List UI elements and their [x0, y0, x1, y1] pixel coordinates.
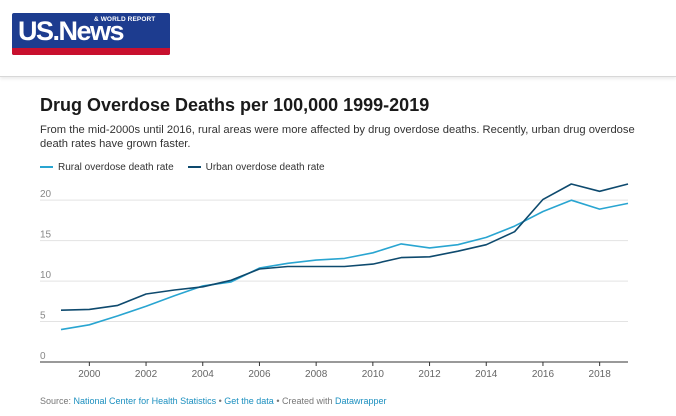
site-header: US.News & WORLD REPORT	[0, 0, 676, 77]
y-tick-label: 15	[40, 230, 52, 241]
legend-item-urban: Urban overdose death rate	[187, 161, 325, 173]
series-line-rural	[60, 199, 629, 331]
y-tick-label: 20	[40, 189, 52, 200]
x-tick-label: 2012	[418, 369, 441, 380]
y-tick-label: 10	[40, 270, 52, 281]
legend-label-rural: Rural overdose death rate	[58, 161, 174, 173]
created-with-text: • Created with	[273, 396, 335, 406]
chart-title: Drug Overdose Deaths per 100,000 1999-20…	[40, 95, 430, 115]
x-tick-label: 2014	[475, 369, 498, 380]
line-chart: 0 5 10 15 20 2000 2002 2004 2006 2008 2010 2012 2014…	[40, 183, 629, 380]
x-tick-label: 2010	[362, 369, 385, 380]
usnews-logo[interactable]: US.News & WORLD REPORT	[12, 13, 170, 55]
logo-stripe	[12, 48, 170, 55]
x-tick-label: 2016	[532, 369, 555, 380]
legend-swatch-rural	[40, 166, 53, 168]
logo-subtext: & WORLD REPORT	[94, 16, 156, 23]
chart-legend: Rural overdose death rate Urban overdose…	[40, 160, 339, 174]
get-data-link[interactable]: Get the data	[224, 396, 274, 406]
source-link[interactable]: National Center for Health Statistics	[73, 396, 217, 406]
y-tick-label: 0	[40, 351, 46, 362]
x-tick-label: 2002	[135, 369, 158, 380]
x-tick-label: 2008	[305, 369, 328, 380]
logo-wordmark: US.News	[18, 16, 125, 46]
chart-subtitle: From the mid-2000s until 2016, rural are…	[40, 124, 635, 150]
x-tick-label: 2000	[78, 369, 101, 380]
chart-footer: Source: National Center for Health Stati…	[40, 396, 387, 406]
series-line-urban	[60, 183, 629, 311]
legend-label-urban: Urban overdose death rate	[205, 161, 325, 173]
source-prefix: Source:	[40, 396, 74, 406]
x-tick-label: 2018	[589, 369, 612, 380]
x-tick-label: 2006	[248, 369, 271, 380]
legend-item-rural: Rural overdose death rate	[40, 162, 174, 173]
datawrapper-link[interactable]: Datawrapper	[335, 396, 387, 406]
legend-swatch-urban	[187, 166, 201, 168]
footer-separator: •	[216, 396, 225, 406]
y-tick-label: 5	[40, 311, 46, 322]
x-tick-label: 2004	[192, 369, 215, 380]
